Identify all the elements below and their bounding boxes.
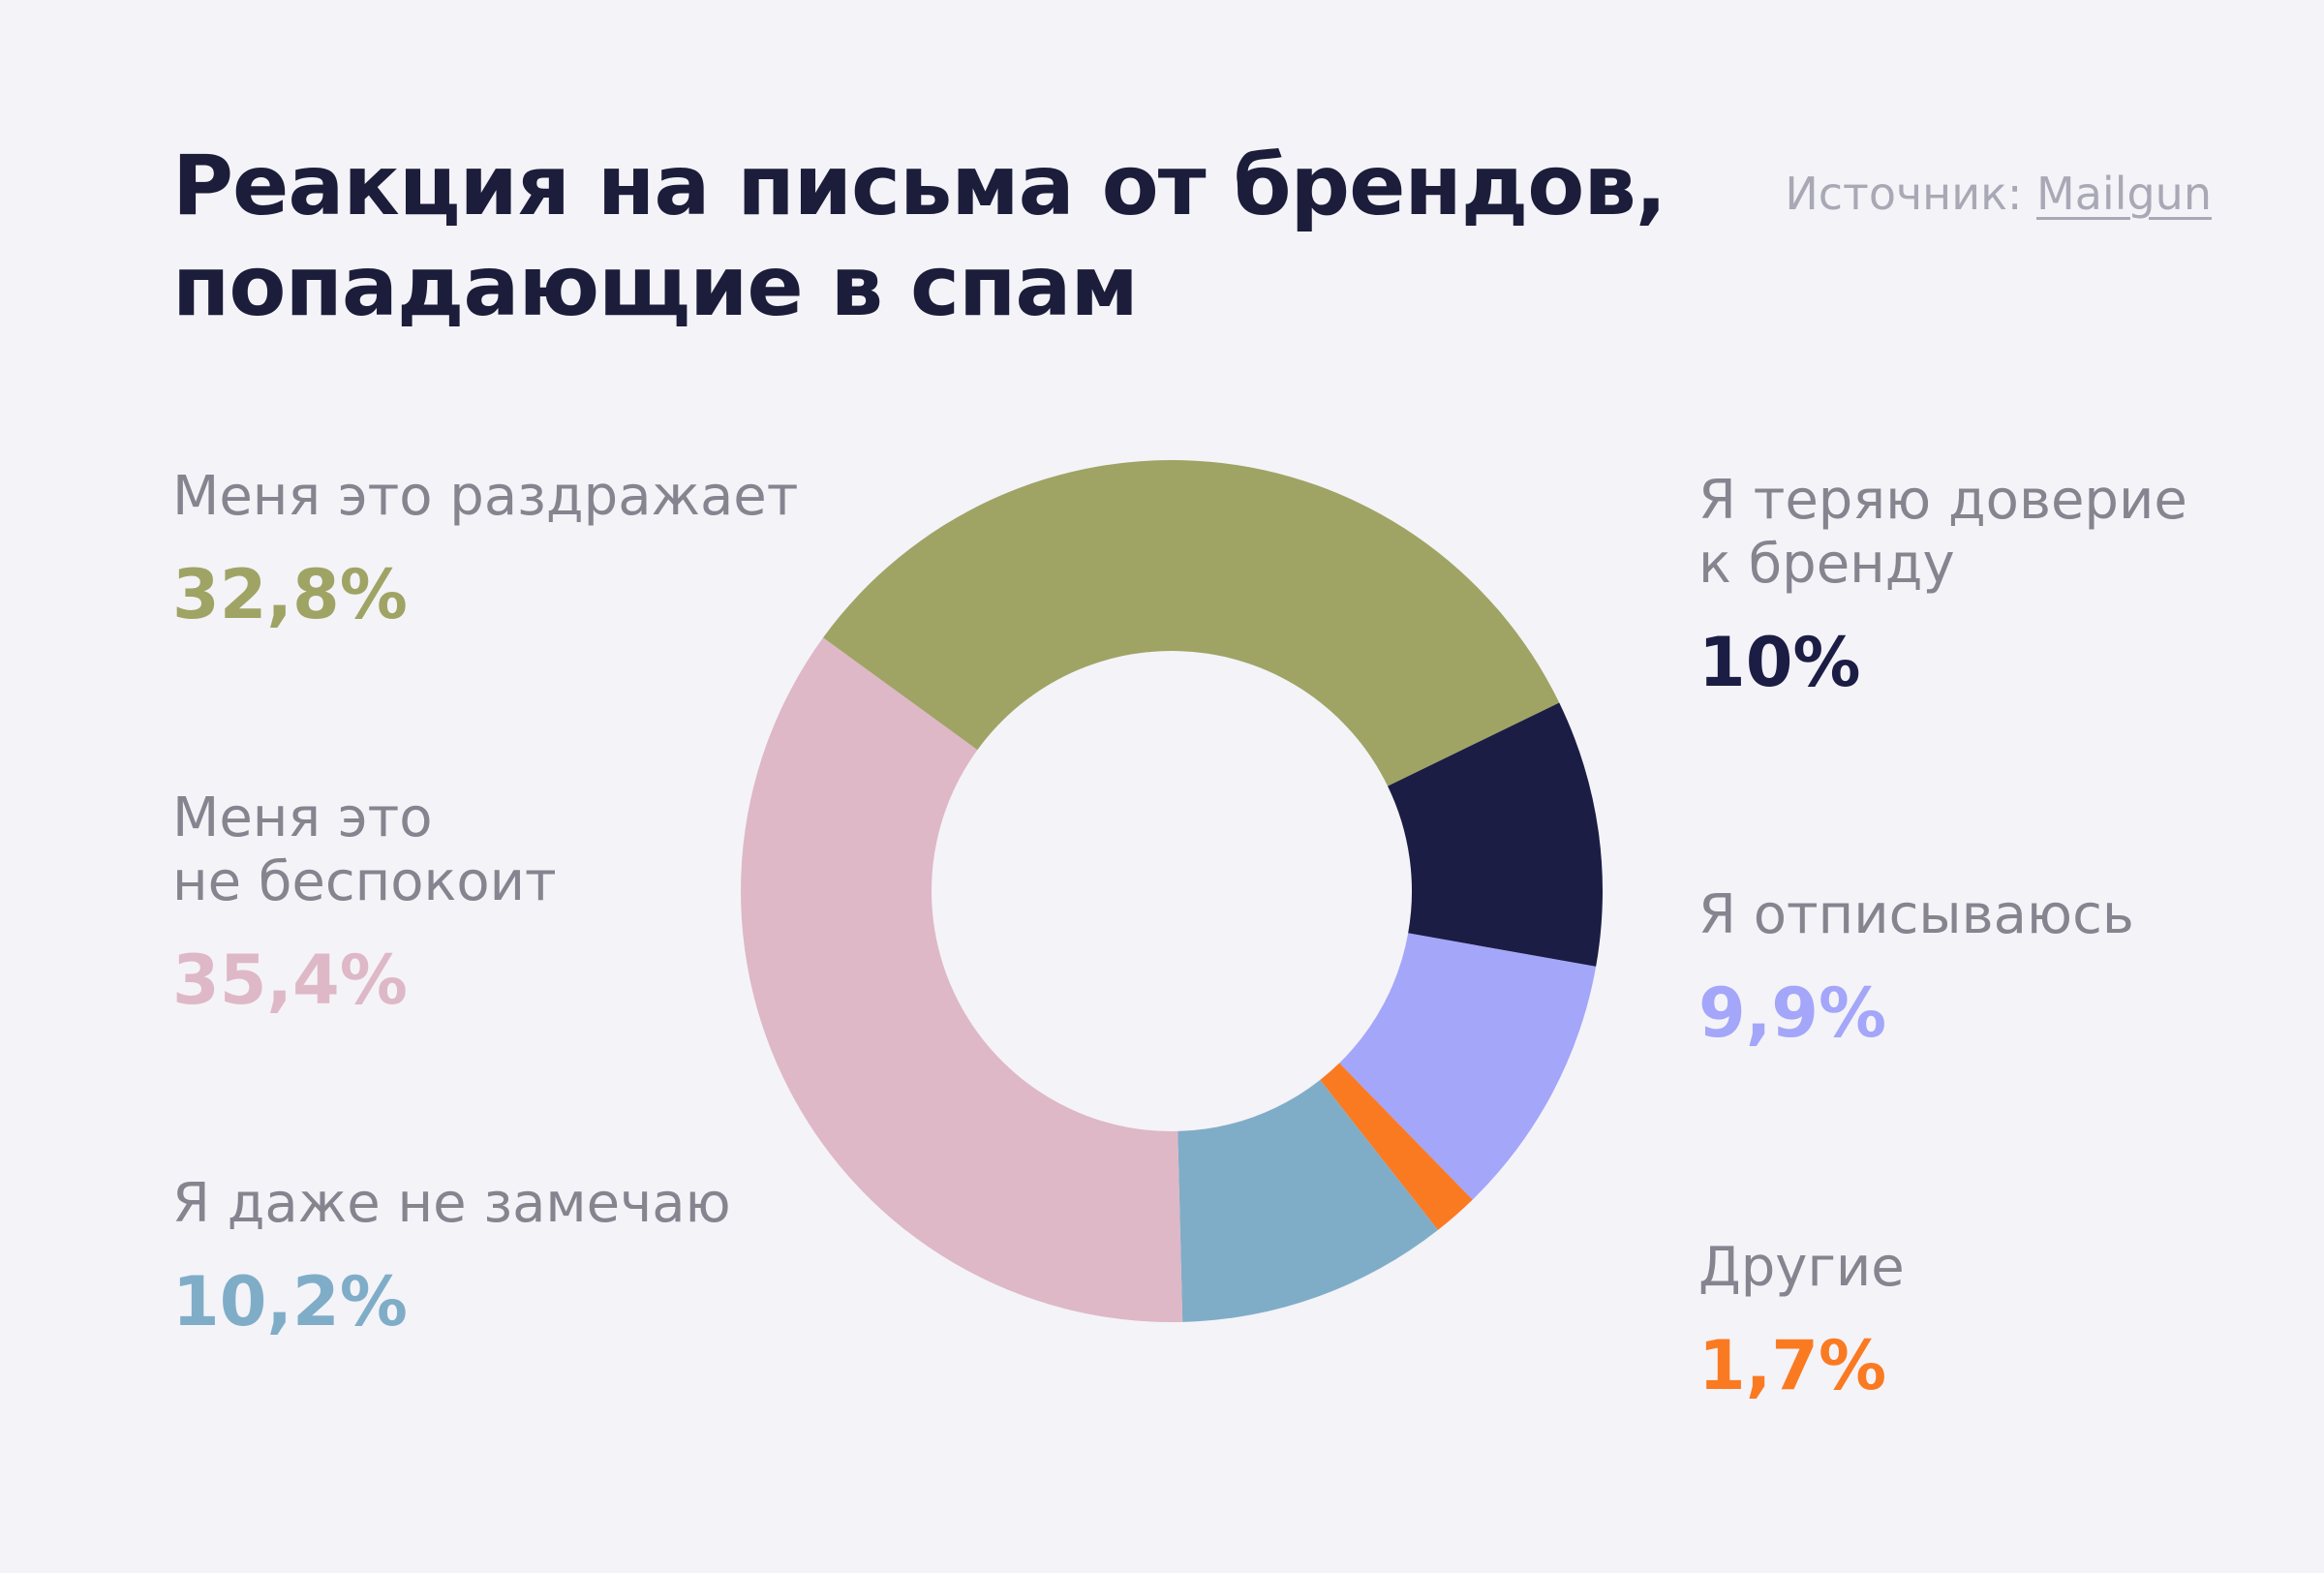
legend-item-other: Другие 1,7% [1698,1236,2299,1406]
source-note: Источник: Mailgun [1785,167,2212,221]
source-link[interactable]: Mailgun [2036,168,2212,220]
source-prefix: Источник: [1785,168,2037,220]
legend-label: Я даже не замечаю [172,1172,731,1235]
legend-label: Меня это не беспокоит [172,786,557,913]
legend-item-lose-trust: Я теряю доверие к бренду 10% [1698,469,2299,703]
legend-value: 10,2% [172,1262,408,1342]
legend-item-not-bothered: Меня это не беспокоит 35,4% [172,786,850,1021]
legend-item-unsubscribe: Я отписываюсь 9,9% [1698,883,2299,1054]
donut-slice-0 [822,459,1560,786]
donut-slices [741,459,1603,1322]
donut-slice-2 [1339,933,1597,1200]
donut-chart [741,459,1603,1322]
legend-value: 32,8% [172,555,408,634]
chart-title: Реакция на письма от брендов, попадающие… [172,138,1667,335]
legend-value: 9,9% [1698,973,1887,1053]
legend-item-dont-notice: Я даже не замечаю 10,2% [172,1172,850,1342]
donut-slice-1 [1388,702,1603,967]
legend-label: Меня это раздражает [172,465,799,528]
legend-label: Я теряю доверие к бренду [1698,469,2187,596]
legend-label: Другие [1698,1236,1905,1299]
legend-label: Я отписываюсь [1698,883,2134,946]
donut-slice-5 [741,637,1183,1322]
legend-value: 10% [1698,623,1861,702]
donut-slice-4 [1177,1079,1438,1322]
donut-slice-3 [1320,1063,1473,1230]
legend-value: 35,4% [172,941,408,1020]
legend-value: 1,7% [1698,1326,1887,1405]
legend-item-annoyed: Меня это раздражает 32,8% [172,465,850,635]
